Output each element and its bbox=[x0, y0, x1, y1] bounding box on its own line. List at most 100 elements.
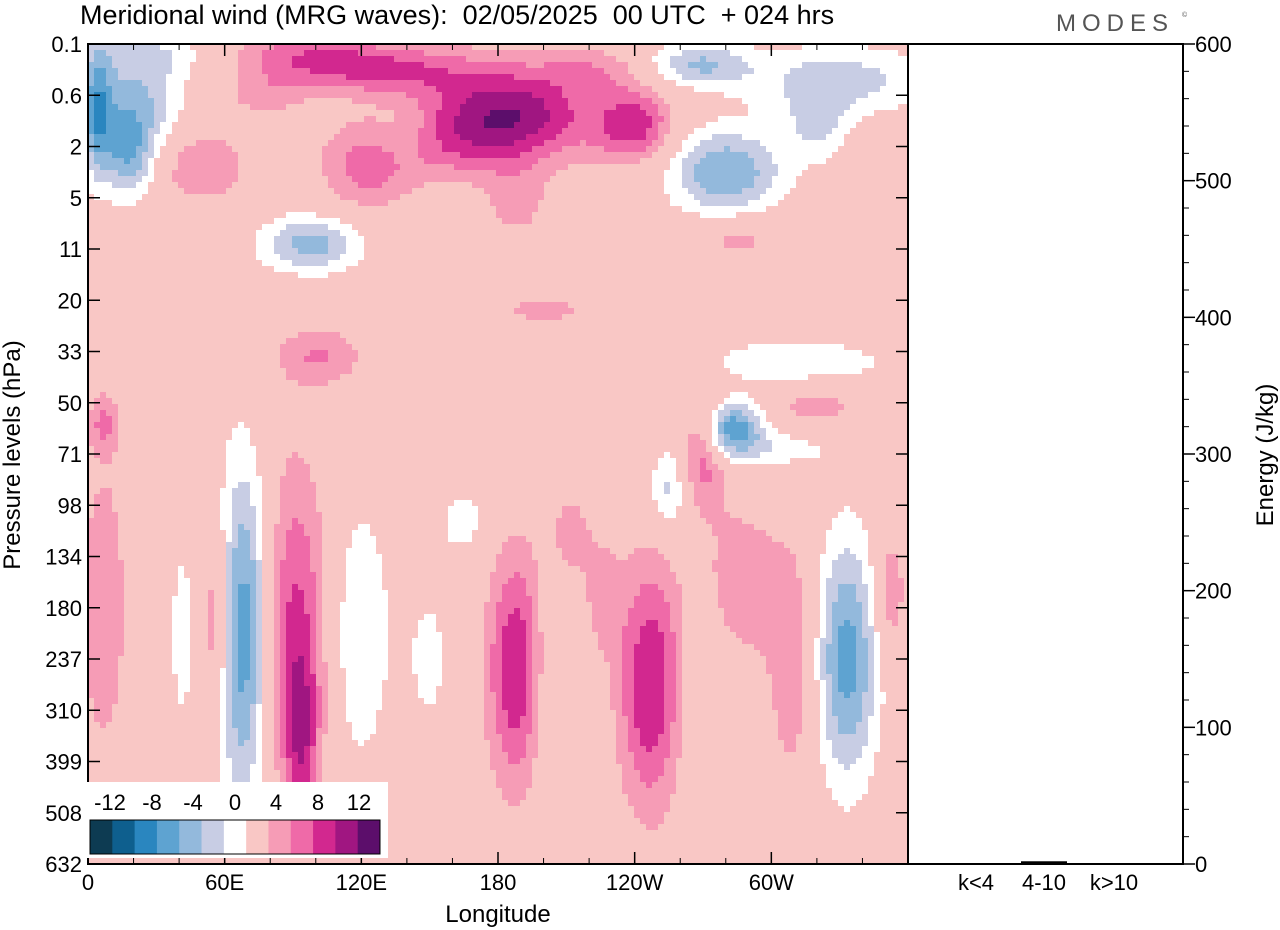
field-cell bbox=[886, 566, 898, 572]
field-cell bbox=[688, 440, 706, 446]
field-cell bbox=[88, 254, 256, 260]
field-cell bbox=[562, 314, 908, 320]
field-cell bbox=[328, 674, 346, 680]
field-cell bbox=[322, 554, 346, 560]
field-cell bbox=[532, 554, 562, 560]
field-cell bbox=[322, 632, 340, 638]
field-cell bbox=[88, 728, 220, 734]
field-cell bbox=[676, 716, 682, 722]
x-tick-label: 60W bbox=[749, 870, 794, 895]
field-cell bbox=[832, 704, 862, 710]
field-cell bbox=[262, 584, 274, 590]
field-cell bbox=[232, 710, 250, 716]
field-cell bbox=[358, 350, 730, 356]
field-cell bbox=[526, 794, 628, 800]
field-cell bbox=[670, 452, 688, 458]
field-cell bbox=[820, 644, 826, 650]
field-cell bbox=[88, 86, 112, 92]
field-cell bbox=[586, 140, 652, 146]
field-cell bbox=[850, 506, 908, 512]
field-cell bbox=[346, 74, 514, 80]
field-cell bbox=[118, 662, 172, 668]
field-cell bbox=[304, 758, 310, 764]
field-cell bbox=[820, 656, 826, 662]
field-cell bbox=[778, 710, 802, 716]
field-cell bbox=[436, 620, 484, 626]
energy-tick-label: 500 bbox=[1195, 169, 1232, 194]
energy-tick-label: 600 bbox=[1195, 32, 1232, 57]
field-cell bbox=[754, 164, 778, 170]
field-cell bbox=[538, 692, 610, 698]
field-cell bbox=[904, 584, 908, 590]
field-cell bbox=[310, 650, 316, 656]
field-cell bbox=[802, 668, 814, 674]
field-cell bbox=[274, 590, 280, 596]
field-cell bbox=[544, 632, 598, 638]
field-cell bbox=[112, 704, 220, 710]
field-cell bbox=[376, 536, 448, 542]
field-cell bbox=[88, 224, 262, 230]
field-cell bbox=[316, 776, 322, 782]
field-cell bbox=[844, 134, 908, 140]
field-cell bbox=[226, 734, 238, 740]
field-cell bbox=[88, 134, 94, 140]
field-cell bbox=[826, 590, 838, 596]
field-cell bbox=[322, 752, 490, 758]
colorbar-label: -12 bbox=[94, 790, 126, 815]
field-cell bbox=[502, 734, 526, 740]
field-cell bbox=[238, 740, 244, 746]
field-cell bbox=[526, 314, 562, 320]
field-cell bbox=[670, 614, 682, 620]
field-cell bbox=[592, 62, 628, 68]
field-cell bbox=[118, 698, 178, 704]
field-cell bbox=[796, 560, 820, 566]
field-cell bbox=[232, 668, 238, 674]
field-cell bbox=[382, 566, 496, 572]
field-cell bbox=[526, 788, 622, 794]
field-cell bbox=[844, 344, 908, 350]
field-cell bbox=[832, 566, 862, 572]
field-cell bbox=[544, 638, 598, 644]
field-cell bbox=[784, 194, 908, 200]
field-cell bbox=[712, 524, 754, 530]
field-cell bbox=[514, 572, 520, 578]
field-cell bbox=[106, 410, 118, 416]
field-cell bbox=[802, 692, 820, 698]
field-cell bbox=[712, 452, 724, 458]
field-cell bbox=[622, 668, 634, 674]
x-tick-label: 120E bbox=[336, 870, 387, 895]
field-cell bbox=[802, 590, 820, 596]
field-cell bbox=[538, 608, 592, 614]
field-cell bbox=[640, 92, 658, 98]
field-cell bbox=[124, 608, 172, 614]
field-cell bbox=[262, 668, 274, 674]
field-cell bbox=[310, 746, 316, 752]
field-cell bbox=[184, 188, 226, 194]
field-cell bbox=[436, 122, 454, 128]
field-cell bbox=[436, 686, 484, 692]
field-cell bbox=[226, 578, 232, 584]
field-cell bbox=[328, 698, 346, 704]
field-cell bbox=[154, 176, 172, 182]
field-cell bbox=[226, 608, 232, 614]
field-cell bbox=[502, 656, 526, 662]
field-cell bbox=[526, 674, 532, 680]
field-cell bbox=[856, 644, 868, 650]
field-cell bbox=[664, 764, 676, 770]
field-cell bbox=[388, 614, 424, 620]
field-cell bbox=[394, 116, 424, 122]
field-cell bbox=[616, 716, 628, 722]
field-cell bbox=[328, 272, 908, 278]
field-cell bbox=[712, 530, 766, 536]
field-cell bbox=[286, 734, 292, 740]
field-cell bbox=[88, 368, 286, 374]
field-cell bbox=[442, 644, 484, 650]
field-cell bbox=[226, 656, 232, 662]
field-cell bbox=[844, 140, 908, 146]
field-cell bbox=[664, 698, 676, 704]
field-cell bbox=[256, 566, 262, 572]
field-cell bbox=[232, 626, 238, 632]
field-cell bbox=[190, 590, 208, 596]
field-cell bbox=[862, 368, 908, 374]
field-cell bbox=[538, 722, 616, 728]
